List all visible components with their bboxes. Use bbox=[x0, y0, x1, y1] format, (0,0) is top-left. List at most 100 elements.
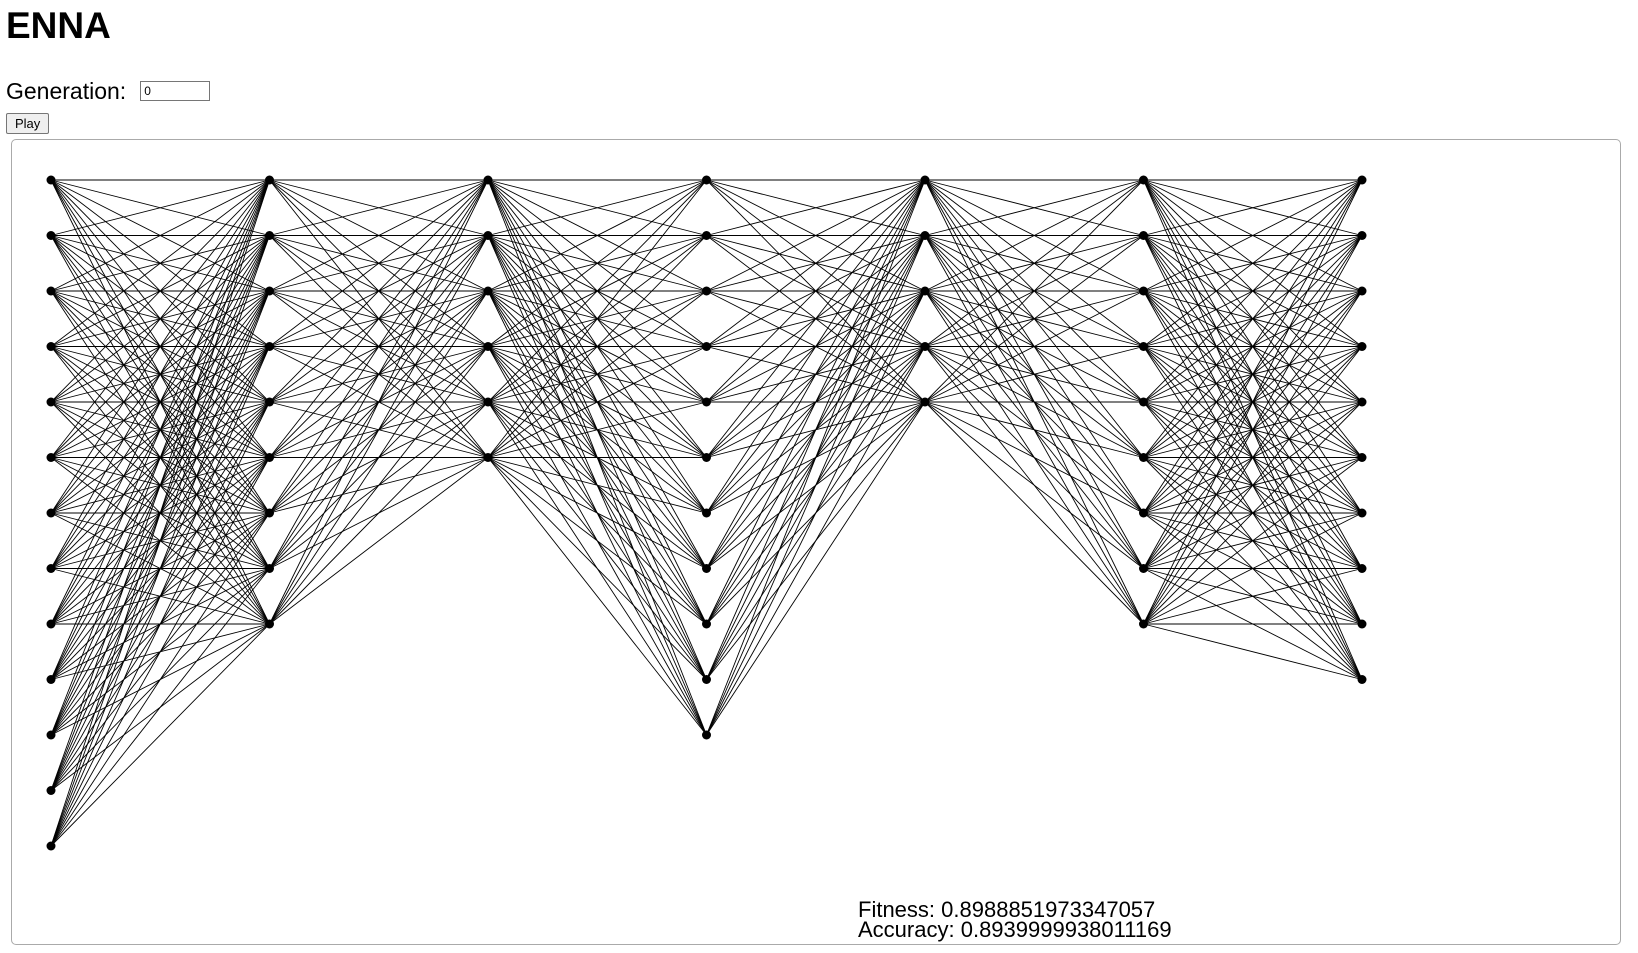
node-layer1-7 bbox=[265, 564, 274, 573]
node-layer3-6 bbox=[702, 508, 711, 518]
node-layer1-5 bbox=[265, 453, 274, 462]
node-layer5-4 bbox=[1139, 397, 1148, 407]
node-layer3-5 bbox=[702, 453, 711, 462]
node-layer6-1 bbox=[1357, 231, 1367, 240]
page-title: ENNA bbox=[6, 5, 111, 46]
node-layer2-4 bbox=[483, 397, 493, 407]
edge-l1-n5-to-n0 bbox=[269, 179, 489, 458]
network-diagram bbox=[46, 175, 1367, 851]
edge-l3-n10-to-n0 bbox=[706, 179, 926, 736]
edge-l5-n7-to-n0 bbox=[1143, 179, 1363, 569]
node-layer5-6 bbox=[1139, 508, 1148, 518]
node-layer0-8 bbox=[46, 619, 56, 629]
node-layer1-8 bbox=[265, 619, 274, 629]
fitness-label: Fitness: bbox=[858, 897, 936, 922]
edge-l4-n4-to-n8 bbox=[924, 401, 1144, 625]
edge-l0-n4-to-n0 bbox=[50, 179, 270, 403]
node-layer6-2 bbox=[1357, 286, 1367, 296]
network-edges bbox=[50, 179, 1363, 847]
edge-l0-n11-to-n0 bbox=[50, 179, 270, 791]
node-layer1-3 bbox=[265, 342, 274, 351]
node-layer0-12 bbox=[46, 841, 56, 851]
edge-l3-n5-to-n0 bbox=[706, 179, 926, 458]
edge-l3-n9-to-n0 bbox=[706, 179, 926, 680]
node-layer6-9 bbox=[1357, 675, 1367, 684]
edge-l3-n10-to-n3 bbox=[706, 346, 926, 736]
edge-l0-n9-to-n0 bbox=[50, 179, 270, 680]
edge-l5-n4-to-n0 bbox=[1143, 179, 1363, 403]
edge-l2-n5-to-n4 bbox=[487, 401, 707, 458]
node-layer5-0 bbox=[1139, 175, 1148, 185]
edge-l0-n1-to-n0 bbox=[50, 179, 270, 236]
node-layer1-0 bbox=[265, 175, 274, 185]
node-layer0-5 bbox=[46, 453, 56, 462]
edge-l2-n5-to-n0 bbox=[487, 179, 707, 458]
edge-l5-n6-to-n0 bbox=[1143, 179, 1363, 514]
edge-l0-n12-to-n1 bbox=[50, 235, 270, 847]
node-layer6-5 bbox=[1357, 453, 1367, 462]
node-layer5-5 bbox=[1139, 453, 1148, 462]
edge-l4-n4-to-n2 bbox=[924, 290, 1144, 403]
edge-l5-n1-to-n0 bbox=[1143, 179, 1363, 236]
node-layer4-1 bbox=[920, 231, 930, 240]
node-layer3-4 bbox=[702, 397, 711, 407]
node-layer5-8 bbox=[1139, 619, 1148, 629]
network-nodes bbox=[46, 175, 1367, 851]
node-layer0-1 bbox=[46, 231, 56, 240]
node-layer0-3 bbox=[46, 342, 56, 351]
generation-input[interactable] bbox=[140, 81, 211, 101]
node-layer4-0 bbox=[920, 175, 930, 185]
edge-l5-n8-to-n2 bbox=[1143, 290, 1363, 625]
edge-l0-n12-to-n5 bbox=[50, 457, 270, 847]
generation-row: Generation: bbox=[6, 76, 211, 106]
node-layer3-1 bbox=[702, 231, 711, 240]
edge-l1-n7-to-n0 bbox=[269, 179, 489, 569]
node-layer2-5 bbox=[483, 453, 493, 462]
edge-l2-n5-to-n7 bbox=[487, 457, 707, 569]
play-button[interactable]: Play bbox=[6, 113, 50, 134]
edge-l2-n1-to-n0 bbox=[487, 179, 707, 236]
edge-l2-n5-to-n10 bbox=[487, 457, 707, 736]
node-layer4-4 bbox=[920, 397, 930, 407]
node-layer3-7 bbox=[702, 564, 711, 573]
accuracy-label: Accuracy: bbox=[858, 917, 955, 942]
edge-l1-n8-to-n3 bbox=[269, 346, 489, 625]
edge-l0-n2-to-n0 bbox=[50, 179, 270, 292]
edge-l2-n3-to-n0 bbox=[487, 179, 707, 347]
node-layer6-3 bbox=[1357, 342, 1367, 351]
node-layer3-9 bbox=[702, 675, 711, 684]
edge-l0-n12-to-n4 bbox=[50, 401, 270, 847]
node-layer2-0 bbox=[483, 175, 493, 185]
edge-l4-n1-to-n0 bbox=[924, 179, 1144, 236]
edge-l3-n8-to-n0 bbox=[706, 179, 926, 625]
edge-l5-n8-to-n9 bbox=[1143, 623, 1363, 680]
edge-l0-n12-to-n6 bbox=[50, 512, 270, 847]
edge-l1-n4-to-n0 bbox=[269, 179, 489, 403]
edge-l3-n10-to-n4 bbox=[706, 401, 926, 736]
edge-l1-n8-to-n5 bbox=[269, 457, 489, 625]
edge-l5-n8-to-n5 bbox=[1143, 457, 1363, 625]
edge-l1-n8-to-n4 bbox=[269, 401, 489, 625]
edge-l4-n4-to-n5 bbox=[924, 401, 1144, 458]
edge-l5-n8-to-n6 bbox=[1143, 512, 1363, 625]
node-layer0-6 bbox=[46, 508, 56, 518]
edge-l2-n2-to-n0 bbox=[487, 179, 707, 292]
edge-l3-n2-to-n0 bbox=[706, 179, 926, 292]
fitness-line: Fitness: 0.8988851973347057 bbox=[858, 897, 1172, 922]
edge-l5-n8-to-n3 bbox=[1143, 346, 1363, 625]
edge-l2-n5-to-n1 bbox=[487, 235, 707, 458]
edge-l0-n12-to-n8 bbox=[50, 623, 270, 847]
edge-l1-n6-to-n0 bbox=[269, 179, 489, 514]
edge-l2-n5-to-n8 bbox=[487, 457, 707, 625]
generation-label: Generation: bbox=[6, 77, 127, 104]
network-panel: Fitness: 0.8988851973347057 Accuracy: 0.… bbox=[11, 139, 1621, 945]
node-layer0-7 bbox=[46, 564, 56, 573]
edge-l0-n12-to-n0 bbox=[50, 179, 270, 847]
accuracy-value: 0.8939999938011169 bbox=[960, 917, 1172, 942]
node-layer2-3 bbox=[483, 342, 493, 351]
node-layer6-0 bbox=[1357, 175, 1367, 185]
node-layer1-1 bbox=[265, 231, 274, 240]
edge-l4-n4-to-n6 bbox=[924, 401, 1144, 514]
node-layer0-2 bbox=[46, 286, 56, 296]
edge-l0-n6-to-n0 bbox=[50, 179, 270, 514]
